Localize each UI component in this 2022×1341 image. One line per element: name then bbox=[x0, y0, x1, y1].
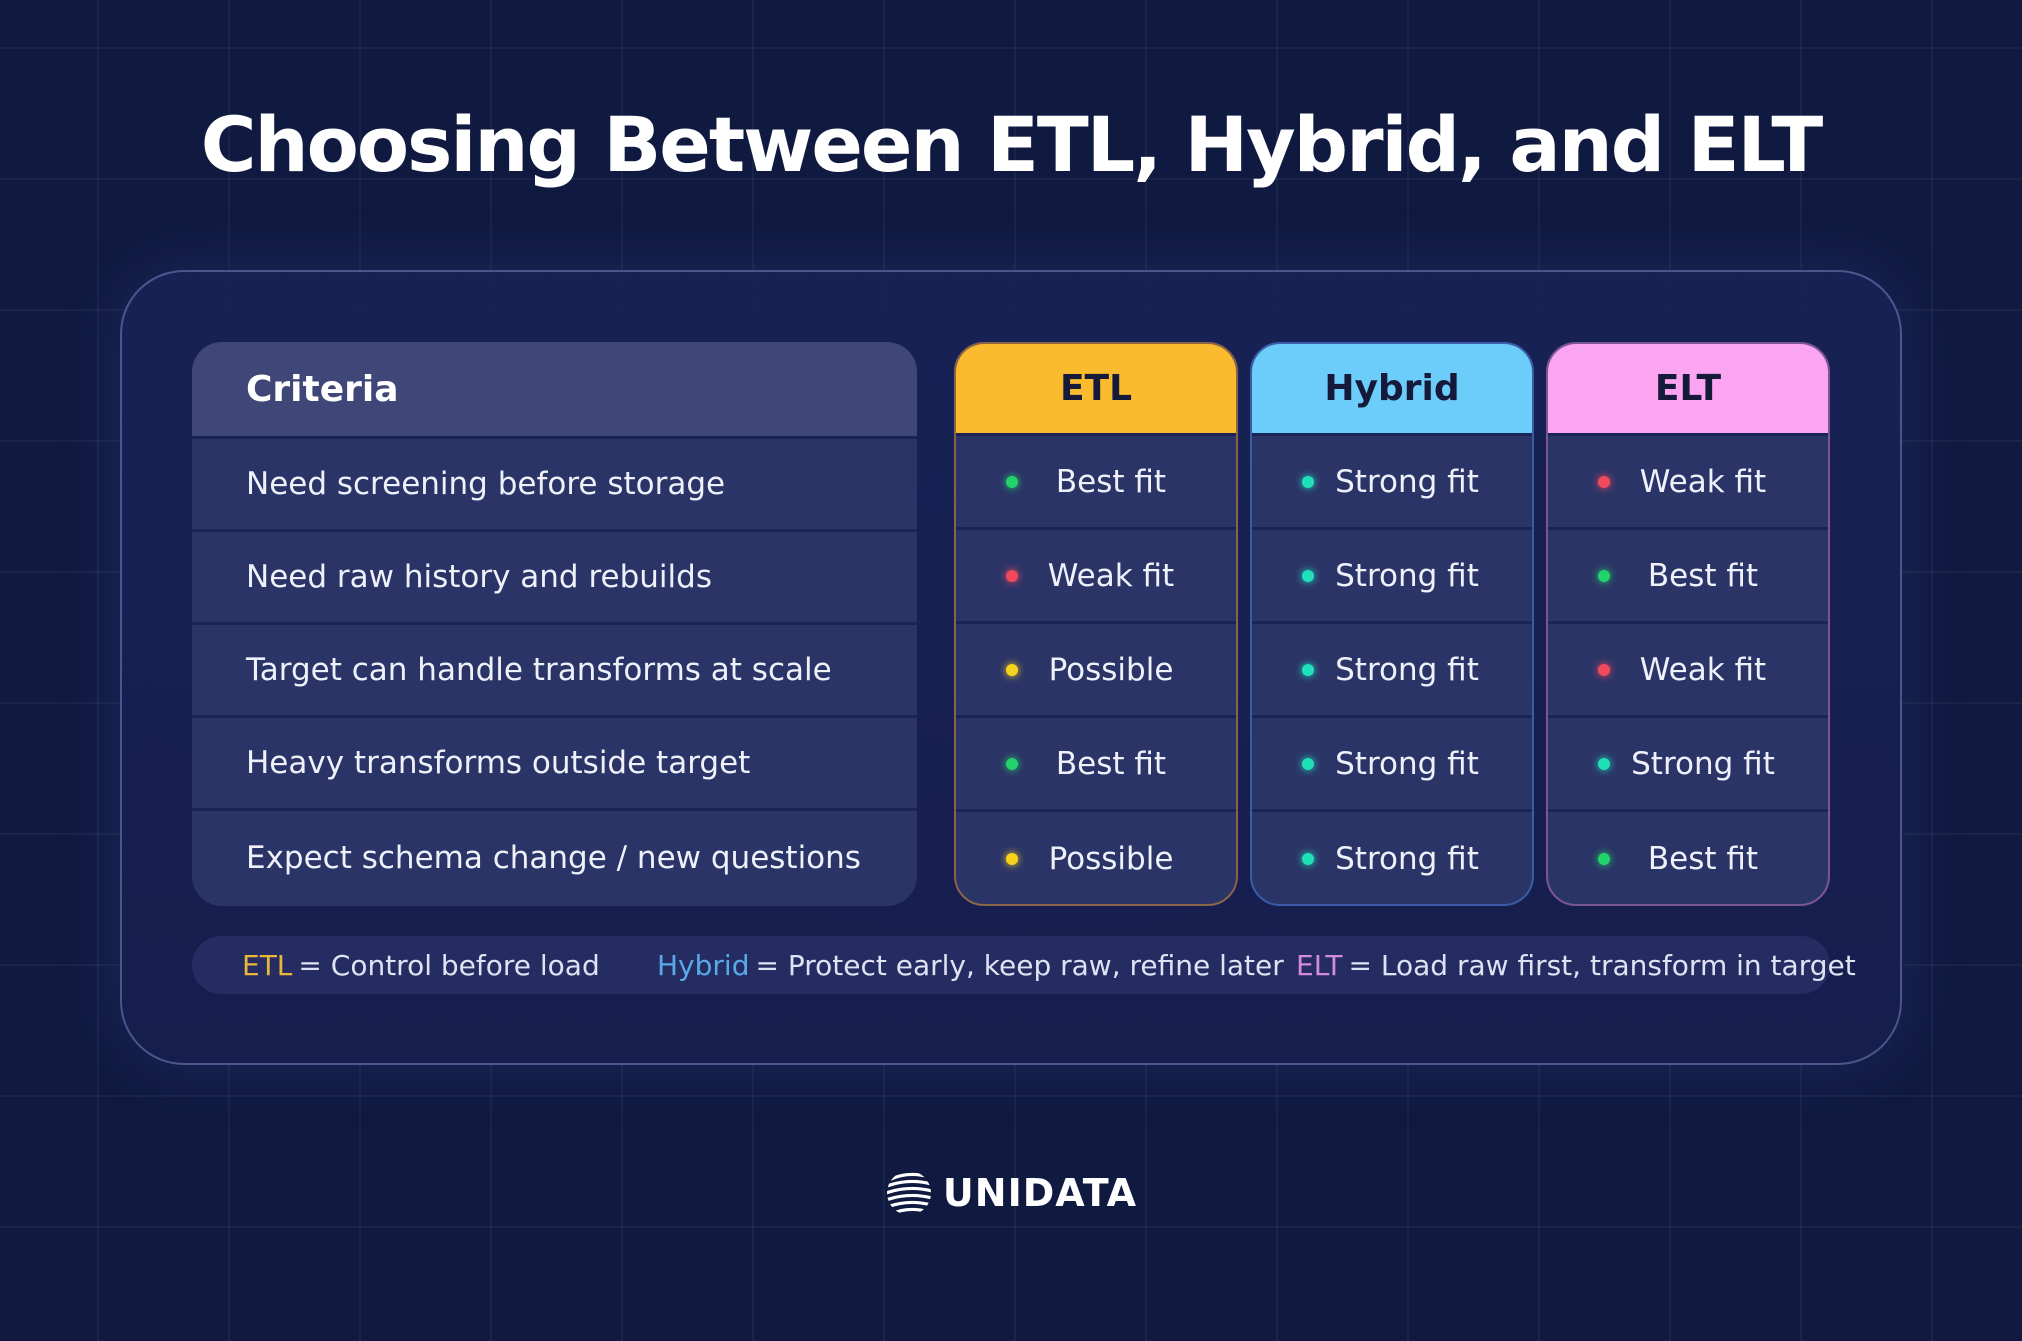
elt-cell: Weak fit bbox=[1548, 624, 1828, 718]
hybrid-cell: Strong fit bbox=[1252, 624, 1532, 718]
cell-label: Possible bbox=[1048, 651, 1174, 688]
cell-label: Weak fit bbox=[1639, 463, 1767, 500]
cell-label: Possible bbox=[1048, 841, 1174, 877]
status-dot-icon bbox=[1006, 853, 1018, 865]
etl-cell: Best fit bbox=[956, 436, 1236, 530]
elt-column-header: ELT bbox=[1548, 344, 1828, 436]
status-dot-icon bbox=[1598, 663, 1610, 676]
status-dot-icon bbox=[1006, 663, 1018, 676]
hybrid-cell: Strong fit bbox=[1252, 812, 1532, 904]
etl-column: ETL Best fit Weak fit Possible Best fit … bbox=[954, 342, 1238, 906]
legend-item-hybrid: Hybrid = Protect early, keep raw, refine… bbox=[657, 936, 1284, 994]
cell-label: Best fit bbox=[1647, 841, 1759, 877]
criteria-row: Need screening before storage bbox=[192, 439, 917, 532]
etl-cell: Possible bbox=[956, 624, 1236, 718]
criteria-column: Criteria Need screening before storage N… bbox=[192, 342, 917, 906]
cell-label: Strong fit bbox=[1335, 745, 1479, 782]
cell-label: Best fit bbox=[1647, 557, 1759, 594]
criteria-row: Need raw history and rebuilds bbox=[192, 532, 917, 625]
cell-label: Strong fit bbox=[1335, 651, 1479, 688]
cell-label: Strong fit bbox=[1631, 745, 1775, 782]
etl-cell: Best fit bbox=[956, 718, 1236, 812]
cell-label: Strong fit bbox=[1335, 841, 1479, 877]
hybrid-cell: Strong fit bbox=[1252, 530, 1532, 624]
cell-label: Weak fit bbox=[1047, 557, 1175, 594]
hybrid-column-header: Hybrid bbox=[1252, 344, 1532, 436]
status-dot-icon bbox=[1598, 475, 1610, 488]
status-dot-icon bbox=[1302, 853, 1314, 865]
status-dot-icon bbox=[1302, 475, 1314, 488]
globe-logo-icon bbox=[886, 1172, 931, 1215]
criteria-row: Expect schema change / new questions bbox=[246, 839, 861, 876]
etl-column-header: ETL bbox=[956, 344, 1236, 436]
legend-item-etl: ETL = Control before load bbox=[242, 936, 600, 994]
elt-cell: Best fit bbox=[1548, 812, 1828, 904]
status-dot-icon bbox=[1302, 663, 1314, 676]
elt-cell: Weak fit bbox=[1548, 436, 1828, 530]
criteria-row: Target can handle transforms at scale bbox=[192, 625, 917, 718]
legend-bar: ETL = Control before load Hybrid = Prote… bbox=[192, 936, 1856, 994]
cell-label: Strong fit bbox=[1335, 557, 1479, 594]
hybrid-column: Hybrid Strong fit Strong fit Strong fit … bbox=[1250, 342, 1534, 906]
etl-cell: Possible bbox=[956, 812, 1236, 904]
elt-cell: Strong fit bbox=[1548, 718, 1828, 812]
page-title: Choosing Between ETL, Hybrid, and ELT bbox=[200, 100, 1823, 189]
cell-label: Weak fit bbox=[1639, 651, 1767, 688]
status-dot-icon bbox=[1006, 569, 1018, 582]
elt-column: ELT Weak fit Best fit Weak fit Strong fi… bbox=[1546, 342, 1830, 906]
legend-text: = Protect early, keep raw, refine later bbox=[755, 948, 1284, 982]
legend-key: ETL bbox=[242, 948, 293, 982]
brand-logo: UNIDATA bbox=[0, 1165, 2022, 1221]
hybrid-cell: Strong fit bbox=[1252, 718, 1532, 812]
status-dot-icon bbox=[1006, 757, 1018, 770]
hybrid-cell: Strong fit bbox=[1252, 436, 1532, 530]
status-dot-icon bbox=[1302, 757, 1314, 770]
criteria-header: Criteria bbox=[192, 342, 917, 439]
cell-label: Strong fit bbox=[1335, 463, 1479, 500]
brand-name: UNIDATA bbox=[942, 1171, 1138, 1215]
status-dot-icon bbox=[1598, 757, 1610, 770]
etl-cell: Weak fit bbox=[956, 530, 1236, 624]
criteria-row: Heavy transforms outside target bbox=[192, 718, 917, 811]
elt-cell: Best fit bbox=[1548, 530, 1828, 624]
status-dot-icon bbox=[1006, 475, 1018, 488]
cell-label: Best fit bbox=[1055, 745, 1167, 782]
legend-key: ELT bbox=[1296, 948, 1343, 982]
cell-label: Best fit bbox=[1055, 463, 1167, 500]
legend-text: = Control before load bbox=[298, 948, 600, 982]
status-dot-icon bbox=[1302, 569, 1314, 582]
status-dot-icon bbox=[1598, 569, 1610, 582]
legend-item-elt: ELT = Load raw first, transform in targe… bbox=[1296, 936, 1856, 994]
legend-text: = Load raw first, transform in target bbox=[1348, 948, 1856, 982]
status-dot-icon bbox=[1598, 853, 1610, 865]
legend-key: Hybrid bbox=[657, 948, 750, 982]
